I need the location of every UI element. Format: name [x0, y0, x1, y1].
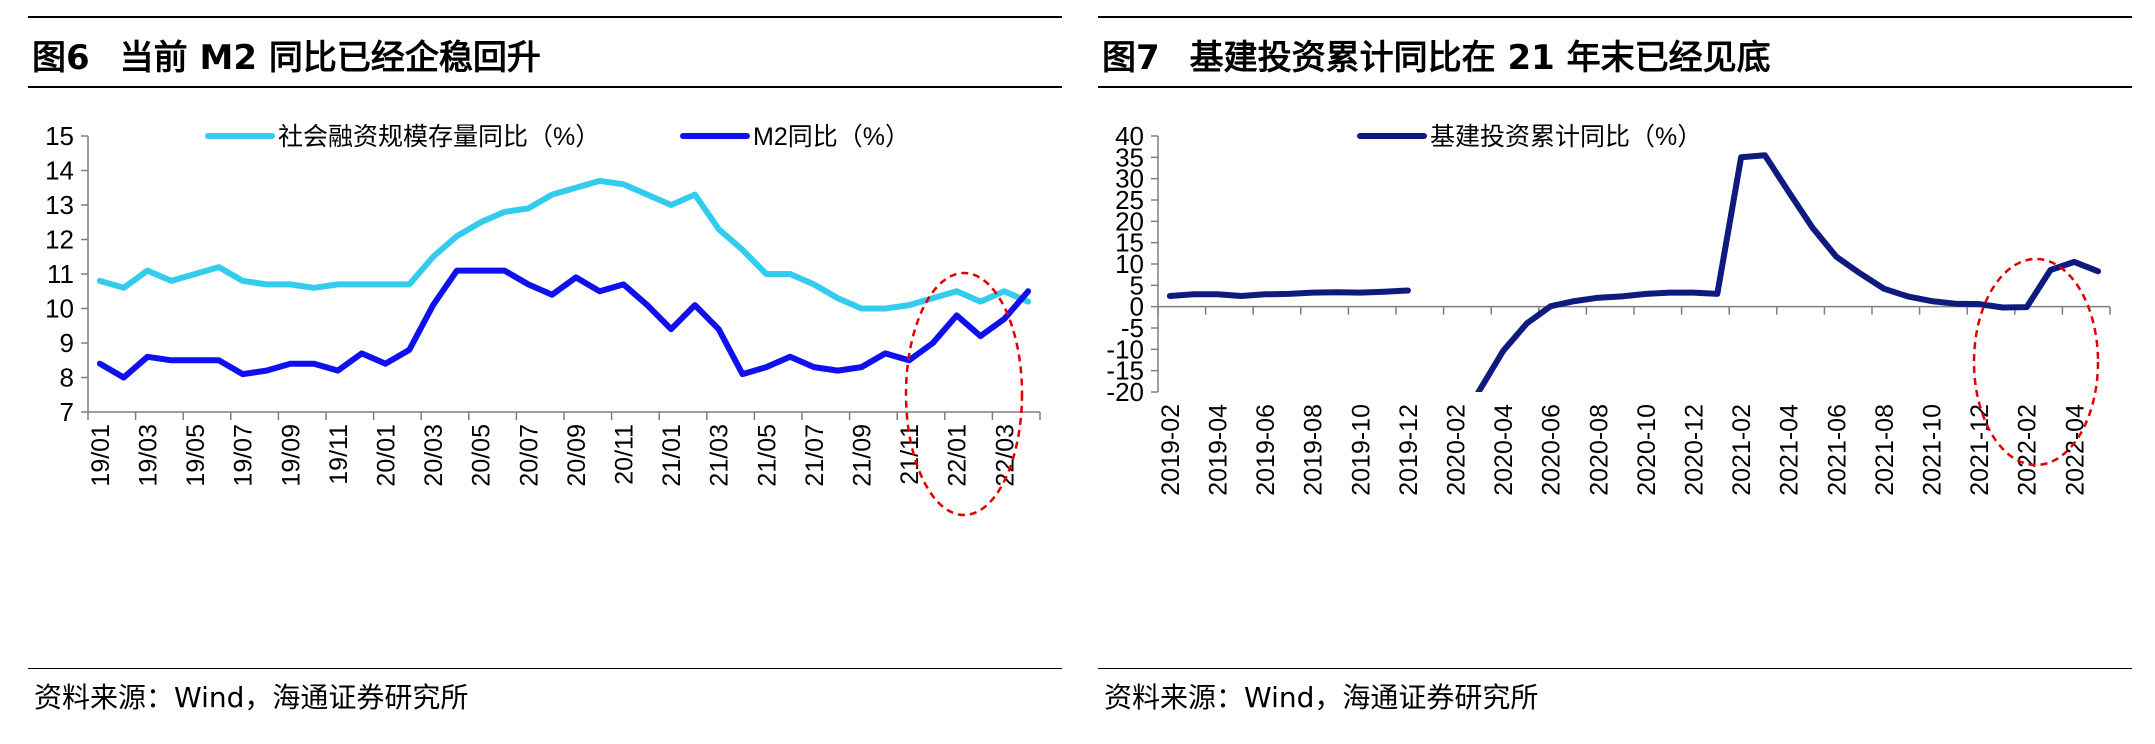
series-line-1	[1166, 287, 1411, 299]
figure-number: 图6	[32, 38, 90, 78]
figure-title: 图7 基建投资累计同比在 21 年末已经见底	[1102, 30, 1771, 79]
figure-title: 图6 当前 M2 同比已经企稳回升	[32, 30, 541, 79]
bottom-rule	[28, 668, 1062, 669]
x-tick-label: 2021-12	[1966, 404, 1994, 496]
x-tick-label: 22/01	[944, 424, 972, 487]
x-tick-label: 20/09	[563, 424, 591, 487]
x-tick-label: 2019-04	[1205, 404, 1233, 496]
source-note: 资料来源：Wind，海通证券研究所	[34, 681, 469, 714]
y-tick-label: 35	[1115, 142, 1144, 172]
y-tick-label: 11	[47, 259, 74, 289]
chart-panel-m2: 图6 当前 M2 同比已经企稳回升 7 8 9 10 11 12 13 14 15 19/01 19/…	[28, 0, 1062, 744]
y-tick-label: 7	[60, 397, 74, 427]
x-tick-label: 2022-02	[2014, 404, 2042, 496]
x-tick-label: 20/03	[420, 424, 448, 487]
chart-panel-infrastructure: 图7 基建投资累计同比在 21 年末已经见底 -20 -15 -10 -5 0 5 10 15 2…	[1098, 0, 2132, 744]
y-tick-label: 14	[45, 156, 74, 186]
title-rule	[1098, 86, 2132, 88]
x-tick-label: 21/05	[753, 424, 781, 487]
y-tick-label: 30	[1115, 164, 1144, 194]
y-tick-label: 15	[1115, 228, 1144, 258]
series-line-1	[96, 177, 1032, 312]
x-tick-label: 21/01	[658, 424, 686, 487]
x-tick-label: 2022-04	[2061, 404, 2089, 496]
figure-title-text: 基建投资累计同比在 21 年末已经见底	[1189, 38, 1771, 78]
highlight-ellipse	[904, 271, 1024, 517]
legend-label: 社会融资规模存量同比（%）	[278, 123, 600, 151]
x-tick-label: 19/05	[182, 424, 210, 487]
x-tick-label: 20/11	[611, 424, 639, 485]
x-tick-label: 2019-10	[1347, 404, 1375, 496]
highlight-ellipse	[1972, 257, 2100, 467]
series-line-1	[1475, 152, 2102, 392]
x-tick-label: 2019-02	[1157, 404, 1185, 496]
y-tick-label: 40	[1115, 121, 1144, 151]
x-tick-label: 2019-08	[1300, 404, 1328, 496]
x-tick-label: 2021-10	[1919, 404, 1947, 496]
y-tick-label: -15	[1106, 356, 1144, 386]
x-tick-label: 19/09	[277, 424, 305, 487]
m2-line-chart: 7 8 9 10 11 12 13 14 15 19/01 19/03 19/05 19/07 19/09…	[45, 121, 1041, 517]
x-tick-label: 2020-12	[1681, 404, 1709, 496]
series-line-2	[96, 267, 1032, 381]
x-tick-label: 2021-04	[1776, 404, 1804, 496]
y-tick-label: 20	[1115, 206, 1144, 236]
legend-label: M2同比（%）	[753, 123, 910, 151]
y-tick-label: 15	[45, 121, 74, 151]
title-rule	[28, 86, 1062, 88]
x-tick-label: 19/11	[325, 424, 353, 485]
source-note: 资料来源：Wind，海通证券研究所	[1104, 681, 1539, 714]
y-tick-label: 10	[45, 294, 74, 324]
y-tick-label: 10	[1115, 249, 1144, 279]
y-tick-label: -5	[1121, 313, 1144, 343]
top-rule	[1098, 16, 2132, 18]
x-tick-label: 20/01	[373, 424, 401, 487]
x-tick-label: 2020-10	[1633, 404, 1661, 496]
x-tick-label: 2021-02	[1728, 404, 1756, 496]
y-tick-label: 8	[60, 363, 74, 393]
x-tick-label: 2020-08	[1585, 404, 1613, 496]
y-tick-label: -10	[1106, 334, 1144, 364]
y-tick-label: 13	[45, 190, 74, 220]
x-tick-label: 21/03	[706, 424, 734, 487]
legend-label: 基建投资累计同比（%）	[1430, 123, 1702, 151]
bottom-rule	[1098, 668, 2132, 669]
y-tick-label: 25	[1115, 185, 1144, 215]
x-tick-label: 20/05	[468, 424, 496, 487]
x-tick-label: 21/07	[801, 424, 829, 487]
x-tick-label: 20/07	[515, 424, 543, 487]
y-tick-label: 0	[1130, 292, 1144, 322]
x-tick-label: 2021-06	[1823, 404, 1851, 496]
x-tick-label: 19/07	[230, 424, 258, 487]
y-tick-label: 5	[1130, 270, 1144, 300]
x-tick-label: 19/03	[135, 424, 163, 487]
figure-number: 图7	[1102, 38, 1160, 78]
y-tick-label: 9	[60, 328, 74, 358]
x-tick-label: 2021-08	[1871, 404, 1899, 496]
y-tick-label: 12	[45, 225, 74, 255]
x-tick-label: 2019-12	[1395, 404, 1423, 496]
y-tick-label: -20	[1106, 377, 1144, 407]
x-tick-label: 21/09	[849, 424, 877, 487]
x-tick-label: 19/01	[87, 424, 115, 487]
x-tick-label: 2020-04	[1490, 404, 1518, 496]
x-tick-label: 2019-06	[1252, 404, 1280, 496]
top-rule	[28, 16, 1062, 18]
x-tick-label: 2020-02	[1443, 404, 1471, 496]
figure-title-text: 当前 M2 同比已经企稳回升	[119, 38, 541, 78]
x-tick-label: 2020-06	[1538, 404, 1566, 496]
